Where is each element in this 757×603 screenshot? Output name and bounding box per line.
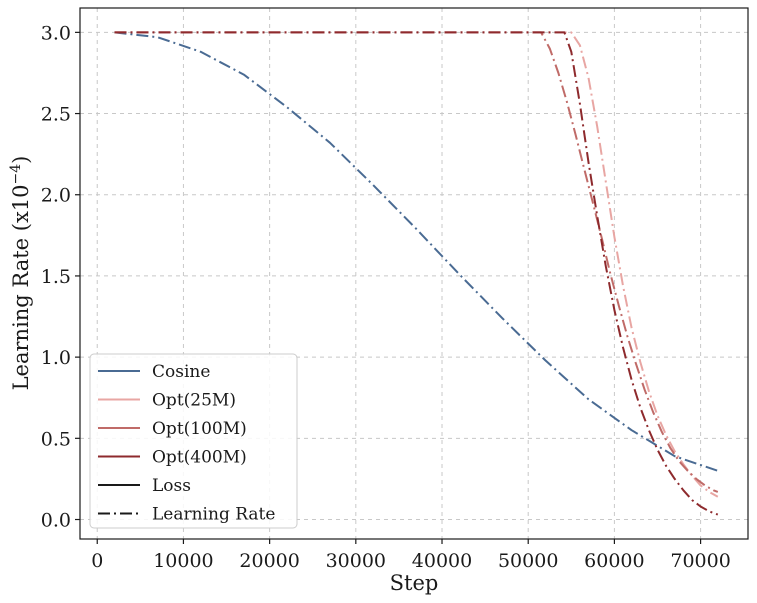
legend-box — [89, 353, 298, 529]
x-tick-label: 70000 — [670, 550, 730, 572]
plot-frame — [79, 7, 749, 540]
y-tick-label: 1.0 — [41, 347, 71, 369]
x-tick-label: 30000 — [326, 550, 386, 572]
x-tick-label: 60000 — [584, 550, 644, 572]
x-tick-label: 20000 — [239, 550, 299, 572]
x-tick-label: 50000 — [498, 550, 558, 572]
legend-label: Opt(400M) — [152, 448, 247, 468]
x-tick-label: 10000 — [153, 550, 213, 572]
series-line-opt-25m — [114, 31, 719, 498]
series-line-opt-400m — [114, 31, 719, 516]
y-axis-title: Learning Rate (x10−4) — [8, 156, 33, 391]
x-tick-label: 0 — [91, 550, 103, 572]
y-axis-title-exponent: −4 — [8, 164, 24, 185]
y-tick-label: 1.5 — [41, 266, 71, 288]
grid — [80, 8, 748, 539]
legend-items: Cosine Opt(25M) Opt(100M) Opt(400M) Loss Lear… — [98, 362, 275, 525]
legend-label: Cosine — [152, 362, 210, 382]
axis-ticks: 0 10000 20000 30000 40000 50000 60000 70000 0.0 0… — [41, 22, 731, 572]
legend-label: Opt(100M) — [152, 419, 247, 439]
y-tick-label: 0.5 — [41, 428, 71, 450]
series-lines — [114, 31, 719, 516]
legend: Cosine Opt(25M) Opt(100M) Opt(400M) Loss Lear… — [89, 353, 298, 529]
series-line-cosine — [114, 31, 719, 472]
legend-label: Opt(25M) — [152, 391, 236, 411]
x-tick-label: 40000 — [412, 550, 472, 572]
x-axis-title: Step — [390, 571, 439, 595]
y-axis-title-close: ) — [9, 156, 33, 164]
y-tick-label: 2.0 — [41, 185, 71, 207]
legend-label: Loss — [152, 476, 191, 496]
y-tick-label: 0.0 — [41, 510, 71, 532]
legend-label: Learning Rate — [152, 505, 275, 525]
y-tick-label: 3.0 — [41, 22, 71, 44]
y-axis-title-main: Learning Rate (x10 — [9, 184, 33, 390]
series-line-opt-100m — [114, 31, 719, 493]
y-tick-label: 2.5 — [41, 104, 71, 126]
